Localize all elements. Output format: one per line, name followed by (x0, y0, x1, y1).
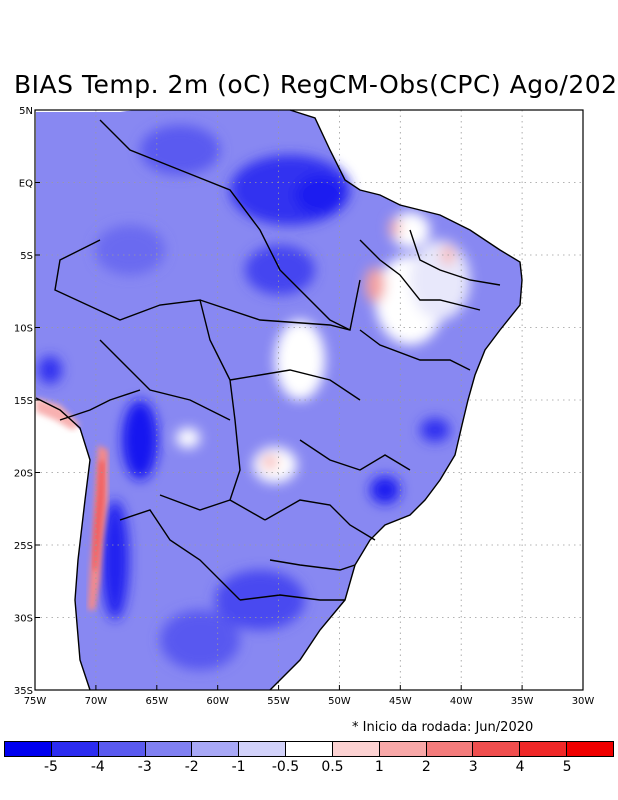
state-border (159, 494, 231, 511)
state-border (99, 339, 231, 421)
color-legend-label: -1 (231, 759, 246, 775)
lon-labels: 75W 70W 65W 60W 55W 50W 45W 40W 35W 30W (24, 696, 595, 707)
lon-label: 60W (206, 696, 229, 707)
color-legend-cell (5, 742, 52, 756)
state-border (264, 499, 376, 541)
coastline (269, 109, 523, 691)
lat-label: 5N (19, 106, 33, 117)
warm-blob (389, 218, 401, 238)
lat-label: 20S (14, 469, 33, 480)
lat-label: 30S (14, 614, 33, 625)
lon-label: 40W (450, 696, 473, 707)
cold-blob (370, 476, 400, 504)
andes-warm-strip-core (93, 460, 104, 570)
color-legend-cell (520, 742, 568, 756)
color-legend-label: 2 (421, 759, 431, 775)
color-legend-label: -4 (90, 759, 105, 775)
color-legend-cell (98, 742, 146, 756)
warm-blob (365, 267, 385, 303)
lon-label: 35W (511, 696, 534, 707)
color-legend-label: 1 (374, 759, 384, 775)
tick-marks (34, 109, 584, 691)
state-border (299, 439, 411, 471)
cold-blob (160, 610, 240, 670)
color-legend-label: -0.5 (271, 759, 300, 775)
state-border (359, 239, 481, 311)
state-border (119, 509, 241, 601)
political-borders (35, 109, 523, 691)
lon-label: 75W (24, 696, 47, 707)
warm-blob (262, 455, 278, 469)
lat-label: 5S (20, 251, 33, 262)
color-legend-label: 0.5 (321, 759, 344, 775)
state-border (409, 229, 501, 286)
color-legend-label: 3 (468, 759, 478, 775)
lon-label: 45W (389, 696, 412, 707)
state-border (239, 594, 345, 601)
cold-blob (122, 400, 158, 480)
color-legend-cell (567, 742, 613, 756)
state-border (359, 329, 471, 371)
coast-warm-strip (36, 398, 80, 430)
lon-label: 55W (267, 696, 290, 707)
color-legend-cell (473, 742, 521, 756)
lon-label: 30W (572, 696, 595, 707)
cold-blob (140, 125, 220, 175)
cold-blob (38, 356, 62, 384)
color-legend-cell (379, 742, 427, 756)
lat-labels: 5N EQ 5S 10S 15S 20S 25S 30S 35S (14, 106, 33, 697)
state-border (229, 369, 361, 401)
run-start-note: * Inicio da rodada: Jun/2020 (352, 720, 534, 735)
color-legend-cell (51, 742, 99, 756)
state-border (269, 559, 356, 571)
color-legend-cell (286, 742, 333, 756)
brazil-west-border (54, 239, 266, 521)
pacific-coast (35, 397, 91, 691)
color-legend-cell (332, 742, 380, 756)
cold-blob (101, 500, 129, 620)
gridlines (35, 110, 583, 690)
color-legend-label: 4 (515, 759, 525, 775)
state-border (99, 119, 351, 331)
lat-label: 35S (14, 686, 33, 697)
state-border (199, 279, 361, 331)
cold-blob (215, 570, 305, 630)
color-legend-cell (145, 742, 193, 756)
cold-blob (95, 225, 165, 275)
state-border (59, 389, 141, 421)
lat-label: 15S (14, 396, 33, 407)
neutral-blob (275, 320, 325, 400)
bias-field (36, 110, 522, 690)
lon-label: 50W (328, 696, 351, 707)
neutral-blob (176, 428, 200, 448)
color-legend-cell (192, 742, 240, 756)
cold-blob (295, 175, 345, 215)
lat-label: EQ (19, 179, 33, 190)
lat-label: 25S (14, 541, 33, 552)
color-legend-cell (426, 742, 474, 756)
color-legend-label: -3 (137, 759, 152, 775)
cold-blob (420, 418, 450, 442)
lat-label: 10S (14, 324, 33, 335)
map-title: BIAS Temp. 2m (oC) RegCM-Obs(CPC) Ago/20… (14, 70, 618, 99)
lon-label: 65W (145, 696, 168, 707)
lon-label: 70W (85, 696, 108, 707)
color-legend-label: -2 (184, 759, 199, 775)
color-legend (4, 741, 614, 757)
color-legend-label: -5 (43, 759, 58, 775)
color-legend-cell (239, 742, 287, 756)
color-legend-label: 5 (562, 759, 572, 775)
